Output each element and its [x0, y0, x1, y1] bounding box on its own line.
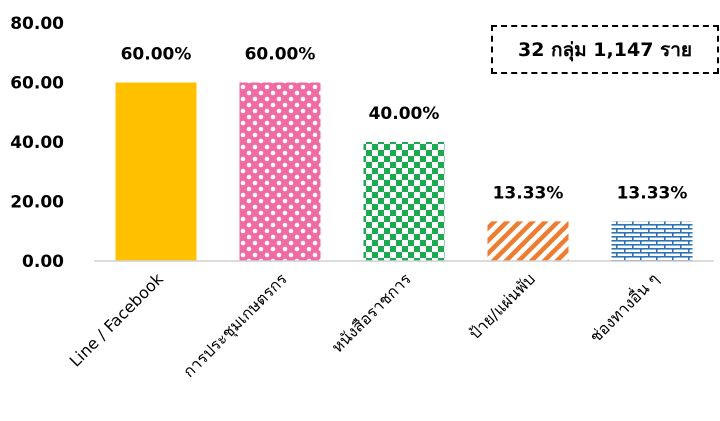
category-label: ป้าย/แผ่นพับ: [465, 269, 539, 343]
data-label: 60.00%: [245, 45, 316, 65]
data-label: 13.33%: [493, 183, 564, 203]
category-label: หนังสือราชการ: [328, 269, 416, 357]
bar: [611, 221, 693, 261]
bar: [487, 221, 569, 261]
data-label: 60.00%: [121, 45, 192, 65]
y-tick-label: 20.00: [10, 193, 64, 213]
data-label: 13.33%: [617, 183, 688, 203]
y-tick-label: 60.00: [10, 74, 64, 94]
sample-size-note-text: 32 กลุ่ม 1,147 ราย: [517, 38, 693, 61]
y-tick-label: 40.00: [10, 133, 64, 153]
bar: [239, 82, 321, 261]
bar: [363, 142, 445, 261]
y-tick-label: 0.00: [22, 252, 64, 272]
category-label: Line / Facebook: [66, 269, 168, 371]
data-label: 40.00%: [369, 104, 440, 124]
y-tick-label: 80.00: [10, 14, 64, 34]
sample-size-note: 32 กลุ่ม 1,147 ราย: [491, 25, 719, 74]
category-label: ช่องทางอื่น ๆ: [584, 268, 662, 346]
category-label: การประชุมเกษตรกร: [179, 269, 292, 382]
bar: [115, 82, 197, 261]
